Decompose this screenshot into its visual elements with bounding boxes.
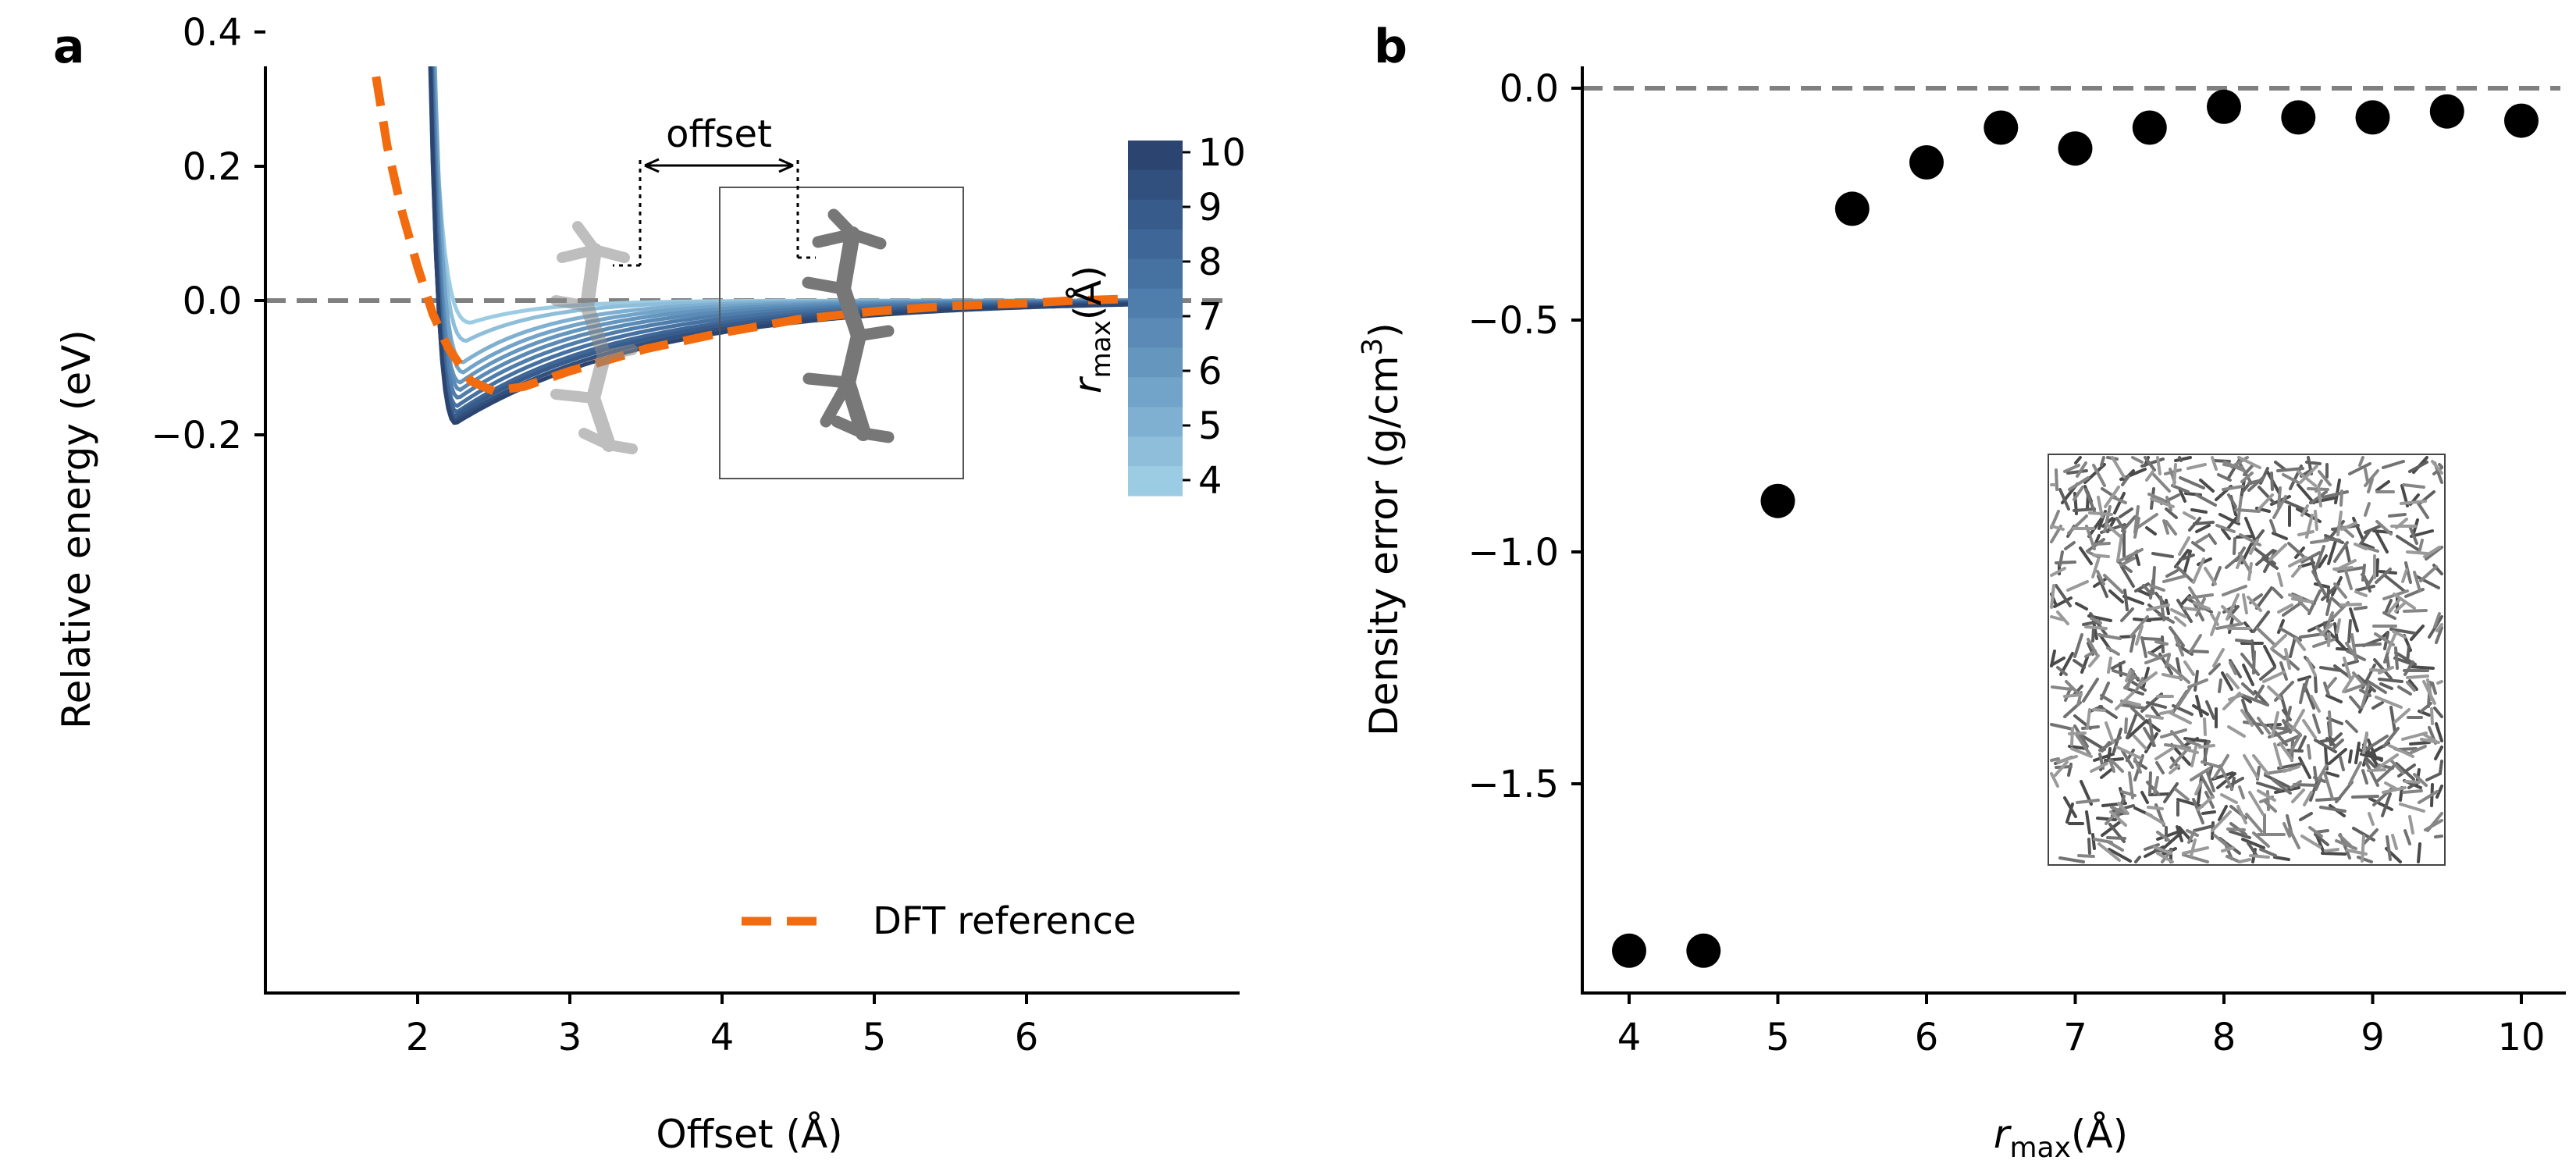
x-tick-label-b: 5 — [1766, 1016, 1790, 1059]
molecule-left-image — [550, 221, 638, 454]
colorbar-segment — [1128, 258, 1183, 290]
y-tick-label-b: −1.0 — [1468, 531, 1559, 575]
colorbar-tick-label: 5 — [1198, 404, 1222, 448]
x-tick-label-b: 7 — [2063, 1016, 2087, 1059]
x-tick-label-a: 3 — [558, 1016, 582, 1059]
energy-curve-rmax-8 — [429, 66, 1170, 415]
y-tick-label-a: 0.4 — [183, 11, 242, 55]
panel-label-b: b — [1374, 20, 1407, 74]
y-axis-label-a: Relative energy (eV) — [54, 329, 99, 729]
colorbar-segment — [1128, 141, 1183, 171]
liquid-box-inset-image — [2048, 454, 2446, 866]
x-tick-label-b: 8 — [2212, 1016, 2236, 1059]
energy-curve-rmax-4 — [431, 66, 1170, 325]
y-axis-label-b: Density error (g/cm3) — [1357, 322, 1407, 736]
colorbar-tick-label: 10 — [1198, 131, 1246, 175]
colorbar-segment — [1128, 318, 1183, 348]
density-point — [1834, 191, 1870, 226]
density-point — [1760, 483, 1795, 518]
colorbar-tick-label: 4 — [1198, 459, 1222, 503]
density-point — [2281, 100, 2316, 135]
offset-arrowheads — [644, 158, 794, 173]
ticks-a: 2 3 4 5 6 0.4 0.2 0.0 −0.2 — [151, 11, 1038, 1059]
density-point — [2058, 131, 2093, 166]
legend-label-dft: DFT reference — [873, 899, 1137, 943]
y-tick-label-b: −1.5 — [1468, 763, 1559, 806]
energy-curve-rmax-6.5 — [431, 66, 1170, 392]
energy-curve-rmax-7.5 — [429, 66, 1170, 408]
inset-frame — [719, 187, 964, 479]
density-point — [2429, 94, 2464, 129]
density-point — [2207, 89, 2241, 124]
x-tick-label-b: 6 — [1915, 1016, 1939, 1059]
colorbar-segment — [1128, 169, 1183, 201]
density-point — [1909, 145, 1944, 180]
y-tick-label-a: 0.0 — [183, 279, 242, 323]
colorbar-tick-label: 9 — [1198, 186, 1222, 230]
scatter-points-b — [1612, 89, 2539, 968]
colorbar-segment — [1128, 407, 1183, 437]
y-tick-label-a: 0.2 — [183, 145, 242, 189]
colorbar-label: rmax(Å) — [1066, 265, 1117, 393]
x-tick-label-a: 4 — [710, 1016, 735, 1059]
colorbar-segment — [1128, 466, 1183, 497]
x-tick-label-a: 2 — [406, 1016, 430, 1059]
colorbar-tick-label: 8 — [1198, 240, 1222, 284]
y-tick-label-a: −0.2 — [151, 414, 242, 457]
density-point — [1984, 110, 2019, 145]
density-point — [2132, 110, 2167, 145]
colorbar-tick-label: 6 — [1198, 350, 1222, 393]
y-tick-label-b: 0.0 — [1500, 67, 1559, 111]
x-tick-label-b: 4 — [1617, 1016, 1642, 1059]
x-tick-label-a: 6 — [1015, 1016, 1039, 1059]
density-point — [2504, 103, 2539, 138]
colorbar-segment — [1128, 229, 1183, 260]
ticks-b: 4 5 6 7 8 9 10 0.0 −0.5 −1.0 −1.5 — [1468, 67, 2545, 1059]
x-axis-label-b: rmax(Å) — [1994, 1112, 2128, 1164]
energy-curve-rmax-8.5 — [428, 66, 1170, 418]
molecule-right-image — [802, 208, 895, 443]
colorbar-segment — [1128, 347, 1183, 378]
density-point — [1686, 933, 1721, 968]
colorbar-segment — [1128, 199, 1183, 230]
colorbar-segment — [1128, 377, 1183, 408]
colorbar-segment — [1128, 288, 1183, 319]
x-axis-label-a: Offset (Å) — [656, 1112, 842, 1157]
molecule-inset: offset — [550, 112, 964, 479]
energy-curve-rmax-4.5 — [432, 66, 1170, 343]
panel-label-a: a — [53, 20, 85, 74]
offset-annotation: offset — [666, 112, 772, 156]
colorbar-segment — [1128, 436, 1183, 467]
colorbar-tick-label: 7 — [1198, 295, 1222, 339]
density-point — [2355, 100, 2390, 135]
energy-curve-rmax-7 — [430, 66, 1170, 400]
x-tick-label-a: 5 — [863, 1016, 887, 1059]
dft-reference-line — [370, 66, 1164, 396]
energy-curve-rmax-9 — [428, 66, 1170, 422]
y-tick-label-b: −0.5 — [1468, 299, 1559, 343]
x-tick-label-b: 9 — [2361, 1016, 2385, 1059]
molecule-bonds — [2050, 456, 2443, 863]
molecule-bonds — [2050, 456, 2443, 863]
series-group-a — [428, 66, 1170, 425]
x-tick-label-b: 10 — [2497, 1016, 2545, 1059]
density-point — [1612, 933, 1646, 968]
colorbar: 10 9 8 7 6 5 4 — [1128, 131, 1246, 503]
